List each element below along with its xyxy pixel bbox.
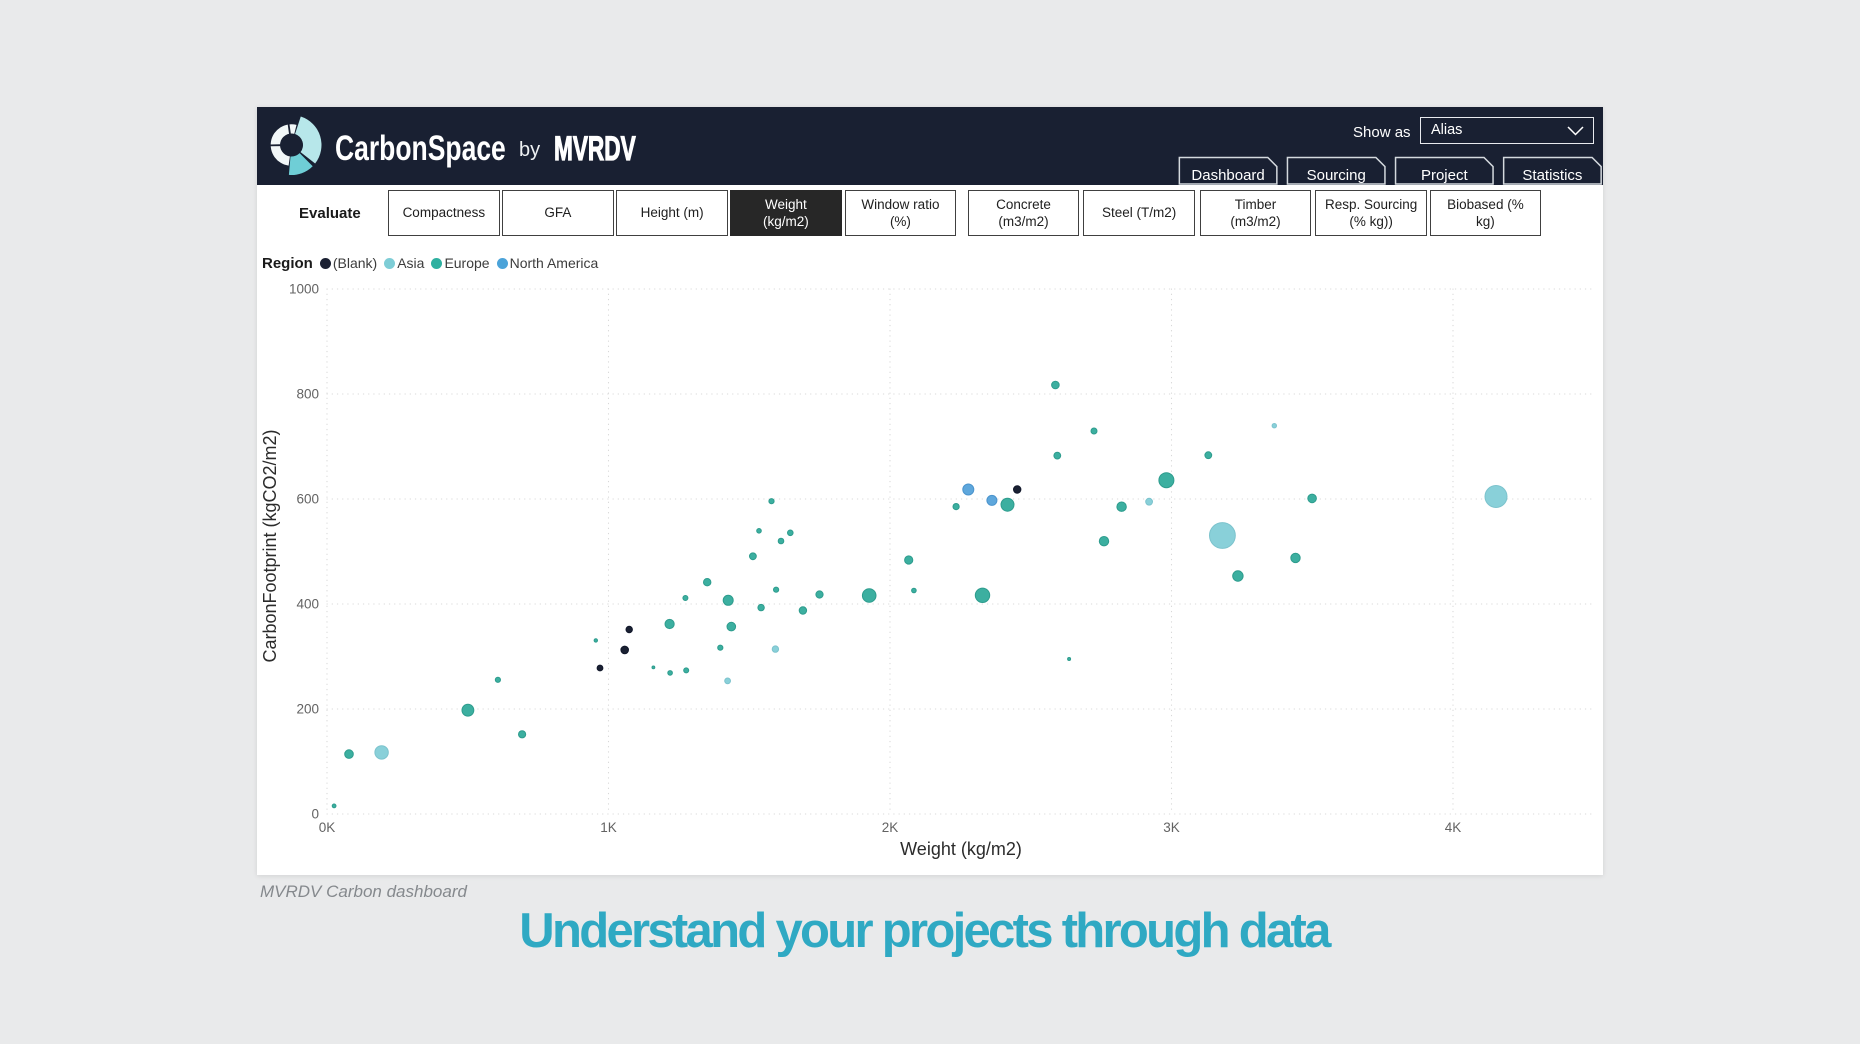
svg-text:200: 200 — [296, 702, 319, 717]
svg-text:400: 400 — [296, 597, 319, 612]
svg-text:3K: 3K — [1163, 820, 1180, 835]
svg-text:0: 0 — [311, 807, 319, 822]
svg-text:CarbonFootprint (kgCO2/m2): CarbonFootprint (kgCO2/m2) — [260, 429, 280, 662]
svg-text:Weight (kg/m2): Weight (kg/m2) — [900, 839, 1022, 859]
svg-text:Dashboard: Dashboard — [1191, 167, 1264, 184]
svg-text:Sourcing: Sourcing — [1307, 167, 1366, 184]
svg-text:Statistics: Statistics — [1522, 167, 1582, 184]
svg-text:600: 600 — [296, 492, 319, 507]
svg-text:4K: 4K — [1445, 820, 1462, 835]
svg-text:Project: Project — [1421, 167, 1469, 184]
svg-text:1000: 1000 — [289, 282, 319, 297]
svg-text:0K: 0K — [319, 820, 336, 835]
svg-text:1K: 1K — [600, 820, 617, 835]
svg-text:800: 800 — [296, 387, 319, 402]
svg-text:2K: 2K — [882, 820, 899, 835]
